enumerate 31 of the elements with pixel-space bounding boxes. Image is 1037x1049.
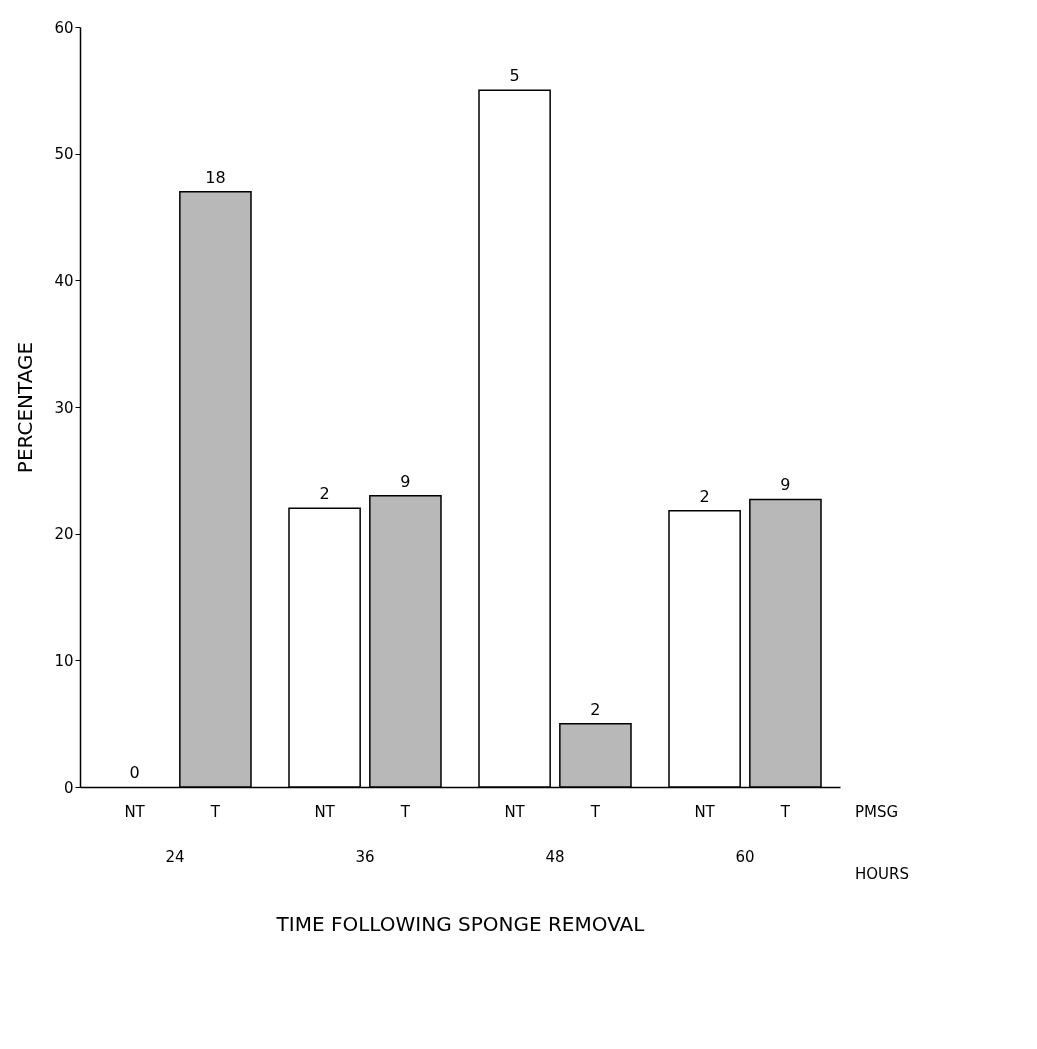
x-tick-label: 60 xyxy=(735,847,755,866)
y-tick-label: 0 xyxy=(63,778,74,797)
y-tick-label: 30 xyxy=(54,398,74,417)
annotation: 2 xyxy=(699,486,710,506)
y-tick-label: 20 xyxy=(54,525,74,544)
text: T xyxy=(590,803,601,821)
x-tick-label: 48 xyxy=(545,847,565,866)
text: PMSG xyxy=(855,803,899,821)
annotation: 2 xyxy=(319,484,330,504)
text: T xyxy=(780,803,791,821)
annotation: 18 xyxy=(205,167,226,187)
text: T xyxy=(400,803,411,821)
series-label: T xyxy=(209,803,221,821)
annotation: 5 xyxy=(509,66,520,86)
text: NT xyxy=(124,803,145,821)
y-tick-label: 10 xyxy=(54,651,74,670)
y-axis-title: PERCENTAGE xyxy=(13,341,38,474)
y-tick-label: 40 xyxy=(54,271,74,290)
annotation: 0 xyxy=(129,763,140,782)
text: NT xyxy=(694,803,715,821)
series-label: NT xyxy=(314,803,336,821)
text: HOURS xyxy=(855,865,910,883)
x-axis-title: TIME FOLLOWING SPONGE REMOVAL xyxy=(275,911,646,936)
text: NT xyxy=(504,803,525,821)
x-tick-label: 24 xyxy=(165,847,185,866)
annotation: 2 xyxy=(590,699,601,719)
annotation: 9 xyxy=(780,475,791,495)
annotation: 9 xyxy=(400,471,411,491)
y-tick-label: 50 xyxy=(54,145,74,164)
x-tick-label: 36 xyxy=(355,847,375,866)
y-tick-label: 60 xyxy=(54,18,74,37)
